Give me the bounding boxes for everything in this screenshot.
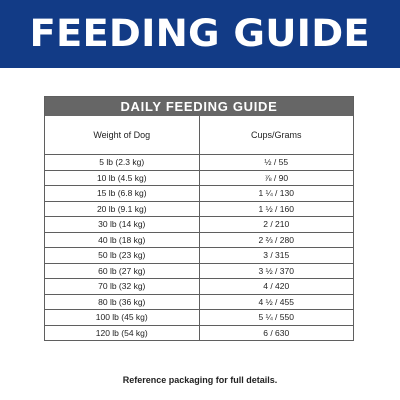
- cups-grams-cell: 6 / 630: [263, 327, 290, 338]
- cups-grams-cell: 3 / 315: [199, 247, 354, 264]
- table-row: 40 lb (18 kg) 2 ⅔ / 280: [44, 232, 354, 248]
- feeding-guide-banner: FEEDING GUIDE: [0, 0, 400, 68]
- weight-cell: 100 lb (45 kg): [44, 309, 200, 326]
- weight-cell: 60 lb (27 kg): [44, 263, 200, 279]
- weight-cell: 20 lb (9.1 kg): [44, 201, 200, 217]
- weight-cell: 5 lb (2.3 kg): [44, 154, 200, 171]
- weight-cell: 80 lb (36 kg): [44, 294, 200, 310]
- cups-grams-cell: ⅞ / 90: [199, 170, 354, 186]
- table-row: 70 lb (32 kg) 4 / 420: [44, 278, 354, 295]
- cups-grams-cell: 4 ½ / 455: [199, 294, 354, 310]
- table-row: 100 lb (45 kg) 5 ¼ / 550: [44, 309, 354, 326]
- table-row: 30 lb (14 kg) 2 / 210: [44, 216, 354, 233]
- daily-feeding-guide-title: DAILY FEEDING GUIDE: [44, 96, 354, 116]
- cups-grams-cell: 2 ⅔ / 280: [199, 232, 354, 248]
- banner-title: FEEDING GUIDE: [29, 12, 371, 55]
- weight-cell: 15 lb (6.8 kg): [44, 185, 200, 202]
- weight-cell: 10 lb (4.5 kg): [44, 170, 200, 186]
- weight-cell: 50 lb (23 kg): [44, 247, 200, 264]
- cups-grams-cell: 2 / 210: [199, 216, 354, 233]
- cups-grams-cell: 1 ¼ / 130: [199, 185, 354, 202]
- reference-packaging-note: Reference packaging for full details.: [122, 375, 278, 385]
- table-row: 50 lb (23 kg) 3 / 315: [44, 247, 354, 264]
- cups-grams-cell: 1 ½ / 160: [199, 201, 354, 217]
- cups-grams-cell: 5 ¼ / 550: [199, 309, 354, 326]
- table-row: 5 lb (2.3 kg) ½ / 55: [44, 154, 354, 171]
- weight-cell: 70 lb (32 kg): [44, 278, 200, 295]
- table-row: 80 lb (36 kg) 4 ½ / 455: [44, 294, 354, 310]
- weight-cell: 120 lb (54 kg): [44, 325, 200, 341]
- cups-grams-cell: 4 / 420: [199, 278, 354, 295]
- table-row: 10 lb (4.5 kg) ⅞ / 90: [44, 170, 354, 186]
- cups-grams-column-header: Cups/Grams: [199, 116, 354, 155]
- table-row: 20 lb (9.1 kg) 1 ½ / 160: [44, 201, 354, 217]
- cups-grams-cell: 3 ½ / 370: [199, 263, 354, 279]
- table-title-row: DAILY FEEDING GUIDE: [44, 96, 354, 116]
- daily-feeding-guide-table: DAILY FEEDING GUIDE Weight of Dog Cups/G…: [44, 96, 354, 341]
- column-header-row: Weight of Dog Cups/Grams: [44, 116, 354, 155]
- cups-grams-cell: ½ / 55: [199, 154, 354, 171]
- weight-cell: 30 lb (14 kg): [44, 216, 200, 233]
- weight-column-header: Weight of Dog: [44, 116, 200, 155]
- table-row: 15 lb (6.8 kg) 1 ¼ / 130: [44, 185, 354, 202]
- weight-cell: 40 lb (18 kg): [44, 232, 200, 248]
- table-row: 120 lb (54 kg) 6 / 630: [44, 325, 354, 341]
- table-row: 60 lb (27 kg) 3 ½ / 370: [44, 263, 354, 279]
